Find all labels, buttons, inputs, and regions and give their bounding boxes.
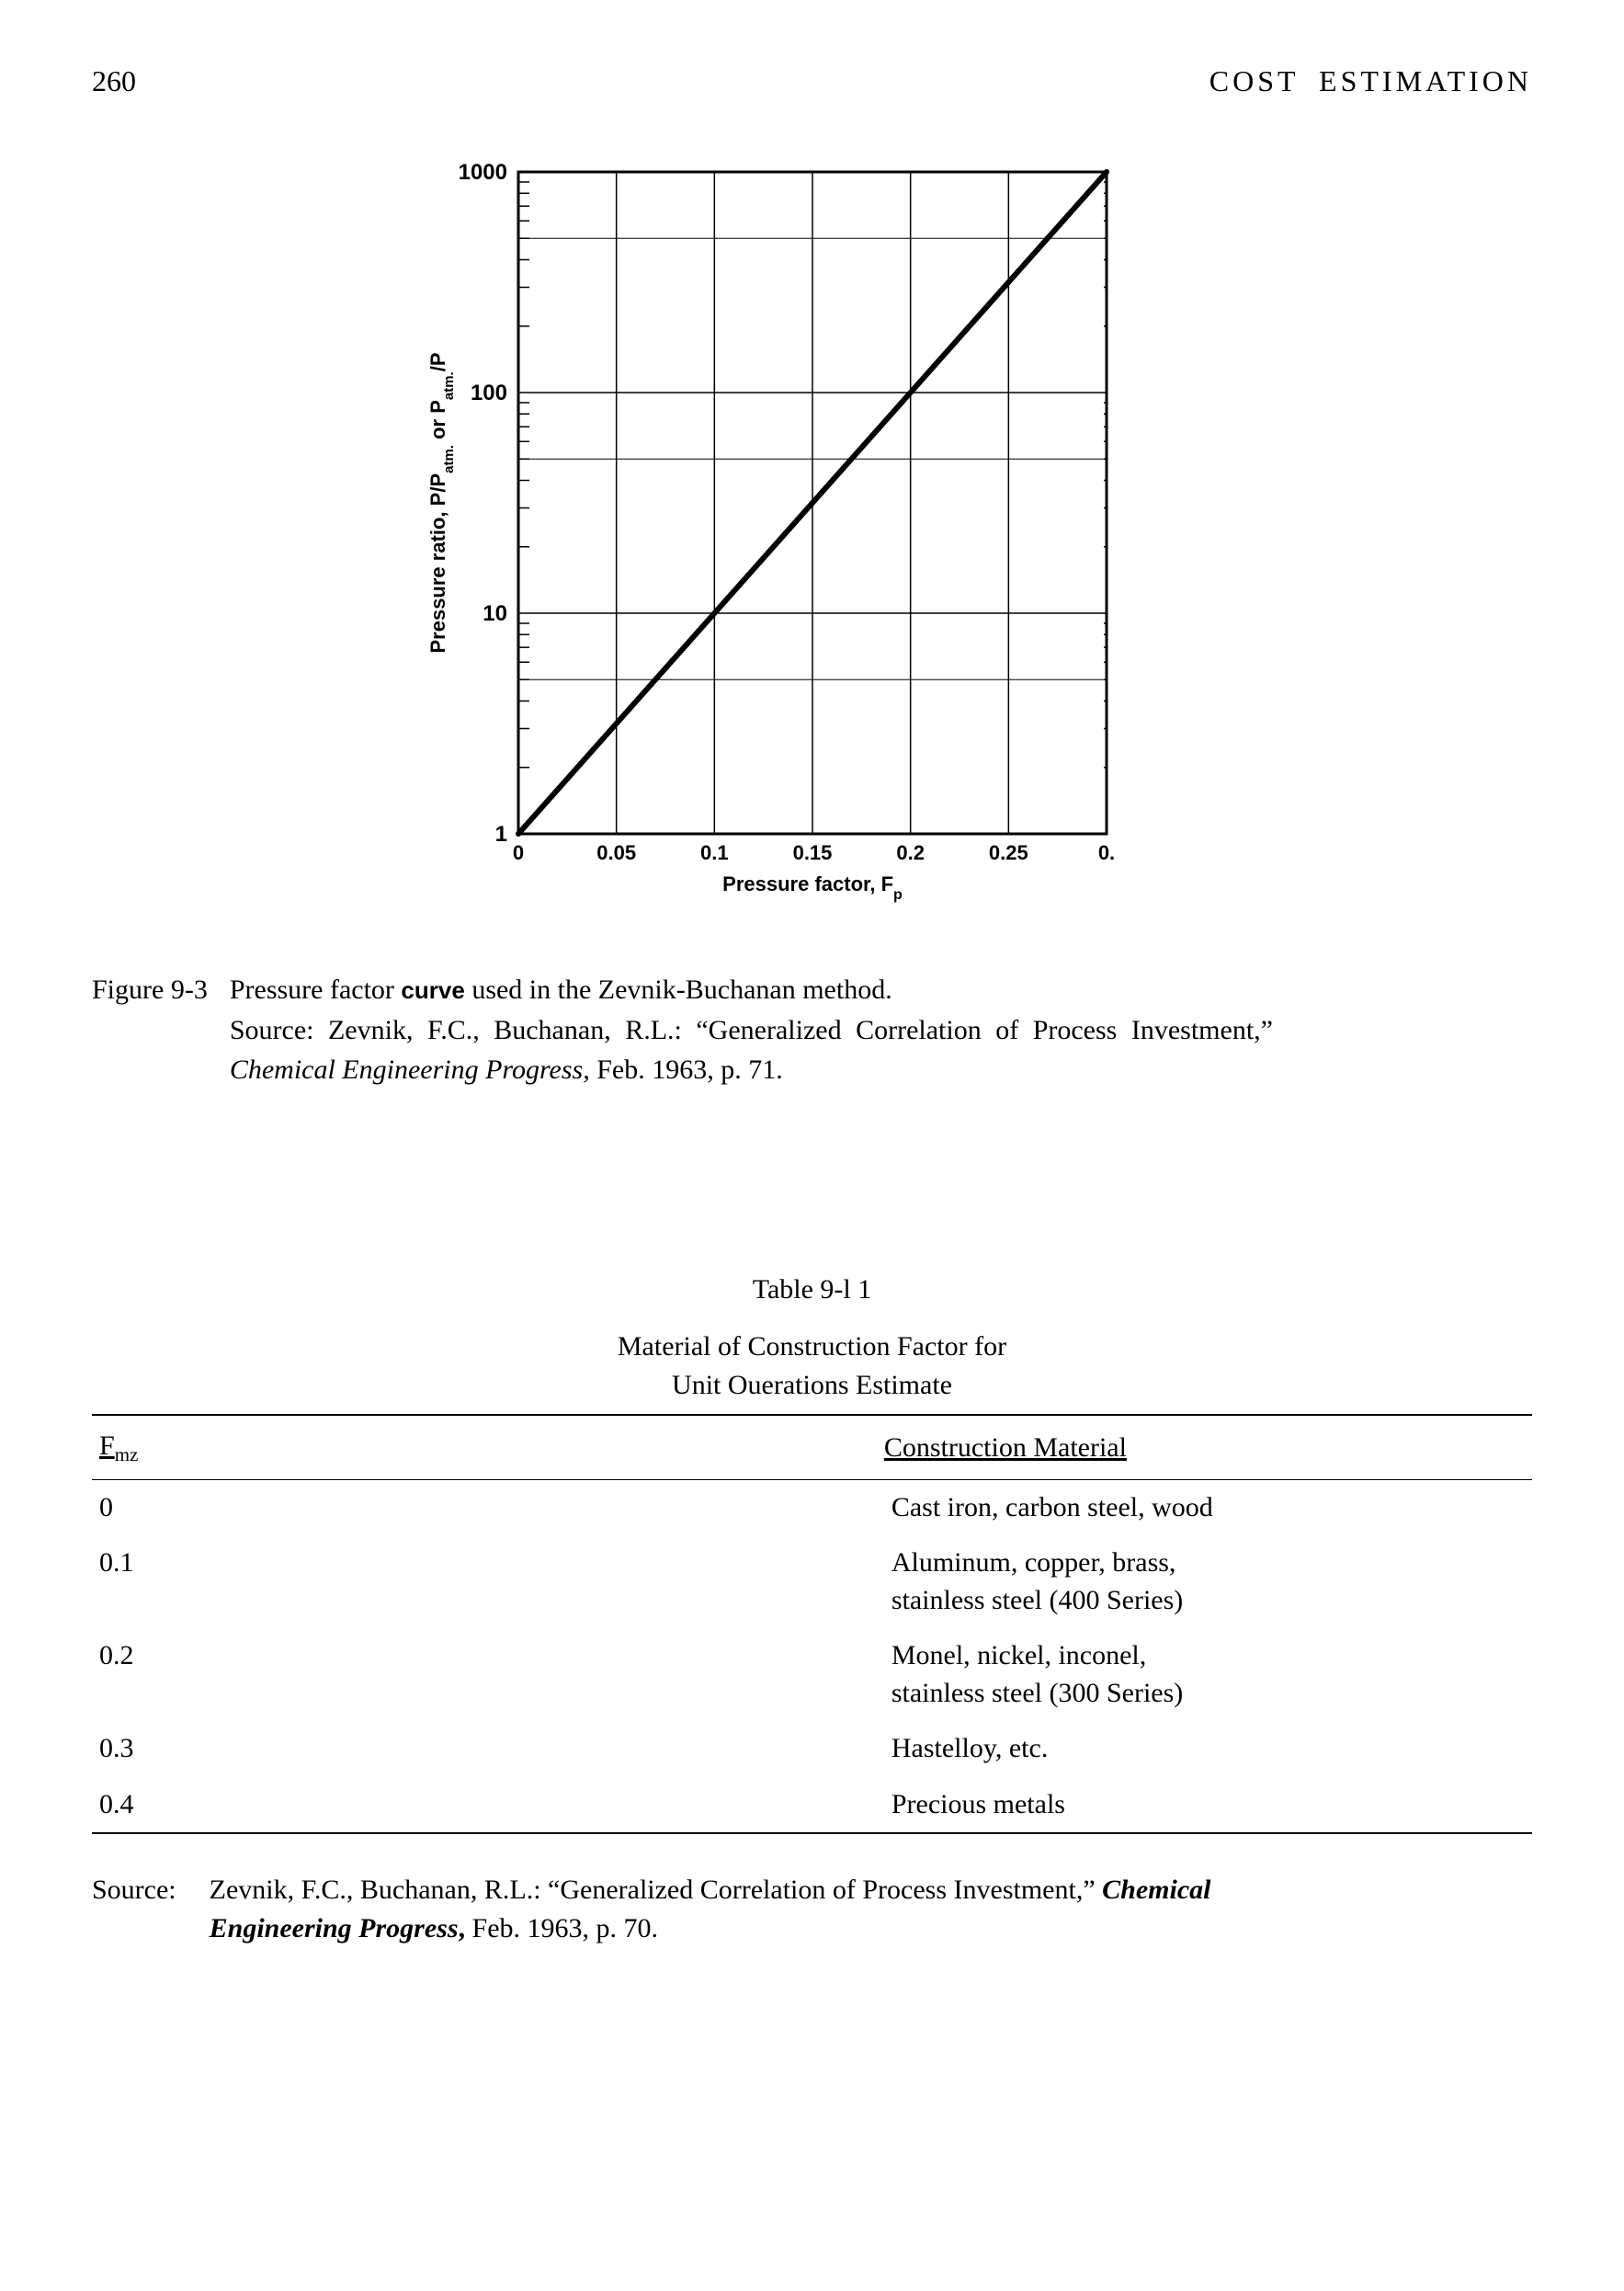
table-row: 0Cast iron, carbon steel, wood	[92, 1479, 1532, 1535]
cell-fmz: 0.2	[92, 1628, 884, 1721]
col-header-material: Construction Material	[884, 1415, 1532, 1480]
table-row: 0.1Aluminum, copper, brass,stainless ste…	[92, 1535, 1532, 1628]
table-row: 0.3Hastelloy, etc.	[92, 1721, 1532, 1777]
source-body-rest: Feb. 1963, p. 70.	[465, 1913, 658, 1943]
svg-text:0.25: 0.25	[988, 841, 1028, 864]
figure-body: Pressure factor curve used in the Zevnik…	[230, 970, 1532, 1090]
cell-material: Aluminum, copper, brass,stainless steel …	[884, 1535, 1532, 1628]
source-body: Zevnik, F.C., Buchanan, R.L.: “Generaliz…	[210, 1871, 1532, 1948]
fig-line2: Source: Zevnik, F.C., Buchanan, R.L.: “G…	[230, 1015, 1273, 1045]
fig-line3-rest: Feb. 1963, p. 71.	[590, 1054, 783, 1085]
svg-text:Pressure factor, Fp: Pressure factor, Fp	[722, 872, 903, 903]
svg-text:Pressure ratio, P/Patm. or P: Pressure ratio, P/Patm. or Patm./P	[426, 352, 457, 653]
fig-line3-italic: Chemical Engineering Progress,	[230, 1054, 590, 1085]
cell-material: Monel, nickel, inconel,stainless steel (…	[884, 1628, 1532, 1721]
cell-fmz: 0.1	[92, 1535, 884, 1628]
table-title: Material of Construction Factor for Unit…	[92, 1328, 1532, 1405]
figure-caption: Figure 9-3 Pressure factor curve used in…	[92, 970, 1532, 1090]
fmz-main: F	[99, 1430, 115, 1461]
svg-text:1: 1	[494, 822, 506, 847]
svg-text:1000: 1000	[458, 160, 506, 185]
cell-material: Cast iron, carbon steel, wood	[884, 1479, 1532, 1535]
source-body-a: Zevnik, F.C., Buchanan, R.L.: “Generaliz…	[210, 1875, 1103, 1905]
cell-fmz: 0.3	[92, 1721, 884, 1777]
table-title-l1: Material of Construction Factor for	[618, 1331, 1006, 1362]
page-header: 260 COST ESTIMATION	[92, 64, 1532, 98]
fig-line1-b: used in the Zevnik-Buchanan method.	[465, 975, 892, 1005]
svg-text:0.: 0.	[1097, 841, 1114, 864]
fmz-sub: mz	[115, 1443, 139, 1465]
svg-text:10: 10	[483, 601, 507, 626]
table-source: Source: Zevnik, F.C., Buchanan, R.L.: “G…	[92, 1871, 1532, 1948]
fig-line1-bold: curve	[401, 976, 464, 1004]
cell-fmz: 0	[92, 1479, 884, 1535]
table-row: 0.4Precious metals	[92, 1777, 1532, 1834]
table-title-l2: Unit Ouerations Estimate	[672, 1370, 952, 1400]
svg-text:0.15: 0.15	[792, 841, 832, 864]
table-block: Table 9-l 1 Material of Construction Fac…	[92, 1274, 1532, 1835]
table-number: Table 9-l 1	[92, 1274, 1532, 1305]
cell-fmz: 0.4	[92, 1777, 884, 1834]
chart-wrapper: 1 10 100 1000 0 0.05 0.1 0.15 0.2 0.25 0. Pressure …	[92, 154, 1532, 926]
cell-material: Precious metals	[884, 1777, 1532, 1834]
section-title: COST ESTIMATION	[1209, 64, 1532, 98]
pressure-factor-chart: 1 10 100 1000 0 0.05 0.1 0.15 0.2 0.25 0. Pressure …	[399, 154, 1226, 926]
cell-material: Hastelloy, etc.	[884, 1721, 1532, 1777]
source-label: Source:	[92, 1871, 176, 1948]
source-body-italic1: Chemical	[1102, 1875, 1210, 1905]
svg-text:0.2: 0.2	[896, 841, 925, 864]
svg-text:0: 0	[512, 841, 523, 864]
fig-line1-a: Pressure factor	[230, 975, 402, 1005]
table-row: 0.2Monel, nickel, inconel,stainless stee…	[92, 1628, 1532, 1721]
source-body-italic2: Engineering Progress	[210, 1913, 459, 1943]
materials-table: Fmz Construction Material 0Cast iron, ca…	[92, 1414, 1532, 1835]
svg-text:0.1: 0.1	[700, 841, 729, 864]
svg-text:100: 100	[470, 381, 506, 405]
page-number: 260	[92, 64, 136, 98]
col-header-fmz: Fmz	[92, 1415, 884, 1480]
col-header-material-text: Construction Material	[884, 1432, 1127, 1463]
svg-text:0.05: 0.05	[596, 841, 636, 864]
source-body-comma: ,	[459, 1913, 466, 1943]
figure-label: Figure 9-3	[92, 970, 208, 1090]
